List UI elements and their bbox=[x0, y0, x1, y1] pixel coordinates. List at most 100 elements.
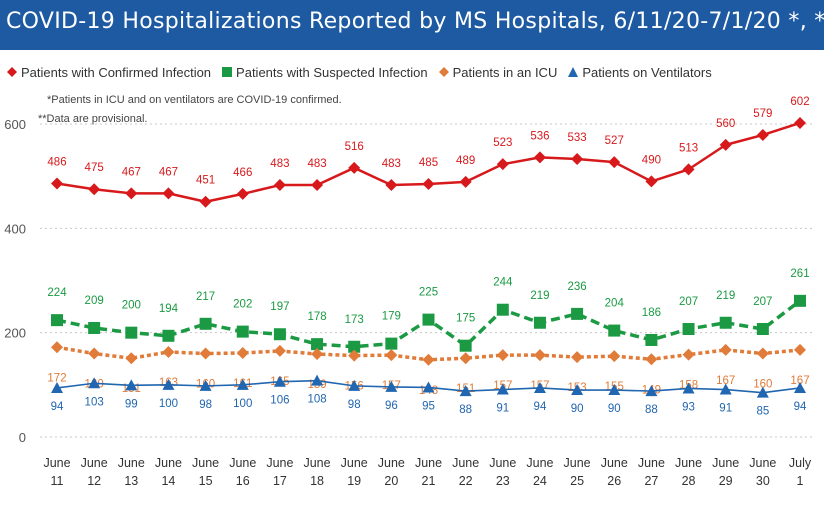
legend-label-confirmed: Patients with Confirmed Infection bbox=[21, 64, 212, 80]
x-tick-label-month: June bbox=[303, 456, 330, 470]
x-tick-label-day: 23 bbox=[496, 474, 510, 488]
data-point-ventilators bbox=[533, 381, 546, 393]
x-tick-label-month: July bbox=[789, 456, 812, 470]
data-label-ventilators: 94 bbox=[534, 401, 547, 413]
data-label-suspected: 200 bbox=[122, 300, 141, 312]
data-label-suspected: 236 bbox=[568, 281, 587, 293]
y-tick-label: 200 bbox=[4, 326, 26, 341]
data-point-confirmed bbox=[162, 187, 175, 200]
data-point-confirmed bbox=[459, 175, 472, 188]
data-point-ventilators bbox=[125, 379, 138, 391]
data-label-ventilators: 106 bbox=[270, 395, 289, 407]
data-point-confirmed bbox=[199, 195, 212, 208]
data-point-icu bbox=[459, 352, 472, 365]
data-label-confirmed: 533 bbox=[568, 132, 587, 144]
note-icu-ventilators: *Patients in ICU and on ventilators are … bbox=[47, 94, 342, 106]
data-point-suspected bbox=[794, 294, 806, 307]
x-tick-label-month: June bbox=[341, 456, 368, 470]
data-point-ventilators bbox=[459, 385, 472, 397]
data-point-icu bbox=[51, 341, 63, 354]
data-label-suspected: 244 bbox=[493, 277, 513, 289]
data-label-suspected: 186 bbox=[642, 307, 661, 319]
data-point-ventilators bbox=[422, 381, 435, 393]
x-tick-label-month: June bbox=[118, 456, 145, 470]
data-point-suspected bbox=[199, 317, 212, 330]
data-label-confirmed: 602 bbox=[790, 96, 809, 108]
data-label-confirmed: 527 bbox=[605, 135, 624, 147]
data-label-ventilators: 96 bbox=[385, 400, 398, 412]
data-label-confirmed: 523 bbox=[493, 137, 512, 149]
data-point-ventilators bbox=[756, 386, 769, 398]
data-point-ventilators bbox=[645, 385, 658, 397]
data-label-icu: 160 bbox=[753, 379, 772, 391]
x-tick-label-day: 11 bbox=[51, 474, 64, 488]
data-label-ventilators: 94 bbox=[51, 401, 64, 413]
legend-label-ventilators: Patients on Ventilators bbox=[582, 64, 712, 80]
data-point-ventilators bbox=[682, 382, 695, 394]
data-label-ventilators: 90 bbox=[571, 403, 584, 415]
data-point-ventilators bbox=[794, 381, 806, 393]
data-label-suspected: 204 bbox=[605, 298, 625, 310]
data-label-suspected: 178 bbox=[307, 311, 326, 323]
data-label-suspected: 173 bbox=[345, 314, 364, 326]
data-point-icu bbox=[496, 349, 509, 362]
x-tick-label-month: June bbox=[43, 456, 70, 470]
x-tick-label-day: 30 bbox=[756, 474, 770, 488]
x-tick-label-day: 14 bbox=[161, 474, 175, 488]
x-tick-label-month: June bbox=[81, 456, 108, 470]
data-label-confirmed: 513 bbox=[679, 142, 698, 154]
x-tick-label-day: 1 bbox=[797, 474, 804, 488]
data-point-confirmed bbox=[236, 187, 249, 200]
data-point-confirmed bbox=[273, 179, 286, 192]
data-label-suspected: 175 bbox=[456, 313, 475, 325]
x-tick-label-day: 17 bbox=[273, 474, 287, 488]
x-tick-label-day: 26 bbox=[607, 474, 621, 488]
x-tick-label-day: 15 bbox=[199, 474, 213, 488]
data-label-confirmed: 467 bbox=[159, 166, 178, 178]
data-label-confirmed: 579 bbox=[753, 108, 772, 120]
chart-title: COVID-19 Hospitalizations Reported by MS… bbox=[6, 9, 824, 34]
data-label-ventilators: 88 bbox=[645, 404, 658, 416]
data-point-confirmed bbox=[719, 138, 732, 151]
x-tick-label-month: June bbox=[415, 456, 442, 470]
data-label-confirmed: 516 bbox=[345, 141, 364, 153]
y-tick-label: 400 bbox=[4, 221, 26, 236]
data-point-icu bbox=[756, 347, 769, 360]
data-label-confirmed: 467 bbox=[122, 166, 141, 178]
x-tick-label-day: 13 bbox=[124, 474, 138, 488]
triangle-marker-icon bbox=[568, 67, 579, 77]
data-point-icu bbox=[311, 348, 324, 361]
legend-item-ventilators: Patients on Ventilators bbox=[567, 64, 712, 80]
data-point-ventilators bbox=[88, 377, 101, 389]
data-label-ventilators: 93 bbox=[682, 401, 695, 413]
data-label-suspected: 207 bbox=[679, 296, 698, 308]
data-point-confirmed bbox=[608, 156, 621, 169]
data-point-ventilators bbox=[51, 381, 63, 393]
data-label-suspected: 207 bbox=[753, 296, 772, 308]
data-point-suspected bbox=[459, 339, 472, 352]
data-label-confirmed: 536 bbox=[530, 130, 549, 142]
legend-label-suspected: Patients with Suspected Infection bbox=[236, 64, 428, 80]
data-point-confirmed bbox=[496, 158, 509, 171]
data-label-suspected: 261 bbox=[790, 268, 809, 280]
x-tick-label-month: June bbox=[229, 456, 256, 470]
data-point-icu bbox=[682, 348, 695, 361]
data-label-suspected: 197 bbox=[270, 301, 289, 313]
data-label-ventilators: 99 bbox=[125, 398, 138, 410]
x-tick-label-day: 24 bbox=[533, 474, 547, 488]
data-label-ventilators: 98 bbox=[348, 399, 361, 411]
x-tick-label-day: 22 bbox=[459, 474, 473, 488]
x-tick-label-month: June bbox=[638, 456, 665, 470]
data-label-icu: 167 bbox=[716, 375, 735, 387]
data-point-icu bbox=[162, 345, 175, 358]
x-tick-label-month: June bbox=[564, 456, 591, 470]
data-point-icu bbox=[273, 344, 286, 357]
x-tick-label-month: June bbox=[675, 456, 702, 470]
data-point-icu bbox=[125, 352, 138, 365]
data-point-suspected bbox=[571, 307, 584, 320]
data-point-suspected bbox=[645, 333, 658, 346]
data-label-confirmed: 475 bbox=[85, 162, 104, 174]
data-label-confirmed: 483 bbox=[382, 158, 401, 170]
data-point-suspected bbox=[273, 328, 286, 341]
